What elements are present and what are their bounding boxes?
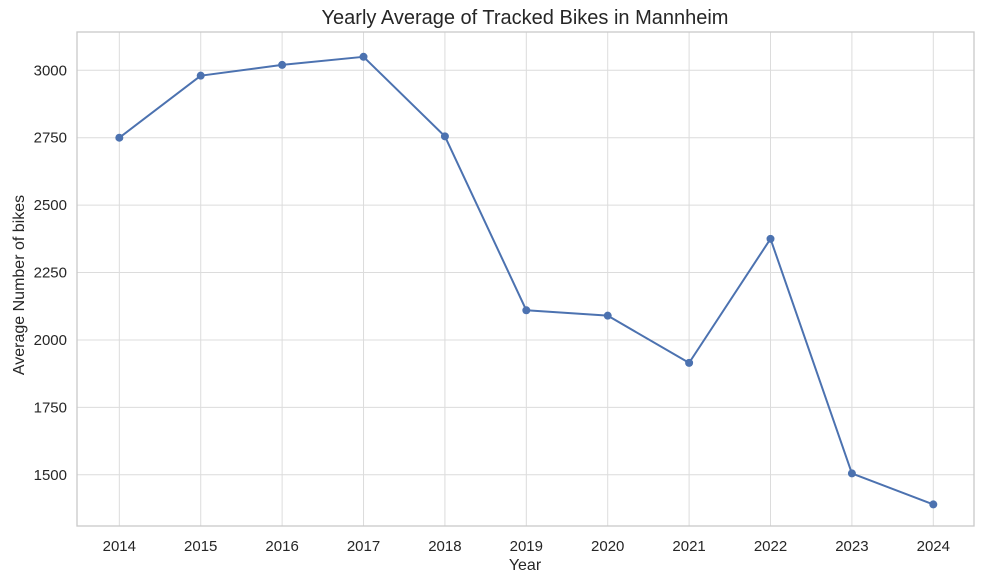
y-axis-ticks: 1500 1750 2000 2250 2500 2750 3000	[34, 62, 67, 483]
data-point	[766, 234, 775, 243]
x-axis-ticks: 2014 2015 2016 2017 2018 2019 2020 2021 2022 2023…	[103, 538, 950, 555]
data-point	[603, 311, 612, 320]
x-tick-label: 2021	[672, 538, 705, 555]
y-tick-label: 1750	[34, 399, 67, 416]
x-axis-label: Year	[509, 557, 542, 574]
data-point	[685, 358, 694, 367]
plot-border	[76, 31, 975, 527]
y-axis-label: Average Number of bikes	[11, 195, 28, 375]
x-tick-label: 2022	[754, 538, 787, 555]
data-point	[115, 133, 124, 142]
data-point	[278, 60, 287, 69]
gridlines	[77, 32, 974, 526]
chart-title: Yearly Average of Tracked Bikes in Mannh…	[322, 7, 729, 29]
y-tick-label: 2000	[34, 332, 67, 349]
data-point	[440, 132, 449, 141]
y-tick-label: 2750	[34, 130, 67, 147]
y-tick-label: 3000	[34, 62, 67, 79]
series-group	[115, 52, 938, 509]
x-tick-label: 2020	[591, 538, 624, 555]
y-tick-label: 2250	[34, 265, 67, 282]
x-tick-label: 2024	[917, 538, 950, 555]
x-tick-label: 2018	[428, 538, 461, 555]
y-tick-label: 2500	[34, 197, 67, 214]
x-tick-label: 2016	[265, 538, 298, 555]
plot-area	[77, 32, 974, 526]
x-tick-label: 2019	[510, 538, 543, 555]
data-point	[522, 306, 531, 315]
x-tick-label: 2023	[835, 538, 868, 555]
data-point	[359, 52, 368, 61]
data-point	[929, 500, 938, 509]
data-point	[196, 71, 205, 80]
data-point	[847, 469, 856, 478]
y-tick-label: 1500	[34, 467, 67, 484]
x-tick-label: 2015	[184, 538, 217, 555]
x-tick-label: 2017	[347, 538, 380, 555]
x-tick-label: 2014	[103, 538, 136, 555]
